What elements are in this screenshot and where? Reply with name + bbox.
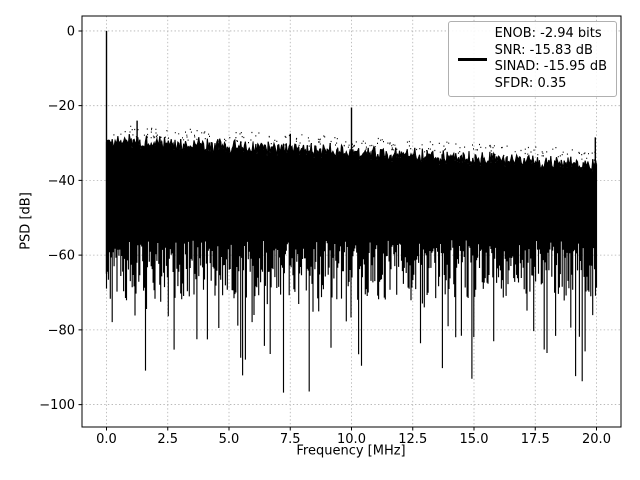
legend-enob-value: ENOB: -2.94 bits — [494, 26, 602, 41]
legend-sinad-value: SINAD: -15.95 dB — [494, 59, 607, 74]
legend: ENOB: -2.94 bits SNR: -15.83 dB SINAD: -… — [447, 21, 617, 97]
gridlines — [82, 16, 621, 427]
legend-line-sample-icon — [457, 57, 487, 61]
x-tick-label: 12.5 — [398, 432, 427, 447]
x-tick-label: 17.5 — [521, 432, 550, 447]
x-axis-label: Frequency [MHz] — [296, 443, 406, 459]
y-tick-label: 0 — [67, 24, 75, 39]
psd-peaks — [105, 30, 596, 274]
y-axis-label: PSD [dB] — [18, 192, 34, 250]
legend-snr-value: SNR: -15.83 dB — [494, 42, 593, 58]
y-tick-label: −60 — [48, 249, 75, 264]
legend-sfdr-value: SFDR: 0.35 — [494, 75, 567, 91]
x-tick-label: 20.0 — [582, 432, 611, 447]
x-tick-label: 10.0 — [337, 432, 366, 447]
x-tick-label: 0.0 — [96, 432, 117, 447]
axes-frame — [81, 15, 622, 428]
y-tick-label: −20 — [48, 99, 75, 114]
y-tick-label: −40 — [48, 174, 75, 189]
y-tick-label: −100 — [39, 398, 75, 413]
x-tick-label: 7.5 — [280, 432, 301, 447]
x-tick-label: 2.5 — [157, 432, 178, 447]
x-tick-label: 5.0 — [219, 432, 240, 447]
y-tick-label: −80 — [48, 323, 75, 338]
x-tick-label: 15.0 — [460, 432, 489, 447]
legend-text-block: ENOB: -2.94 bits SNR: -15.83 dB SINAD: -… — [495, 26, 607, 92]
axis-ticks — [78, 30, 597, 431]
